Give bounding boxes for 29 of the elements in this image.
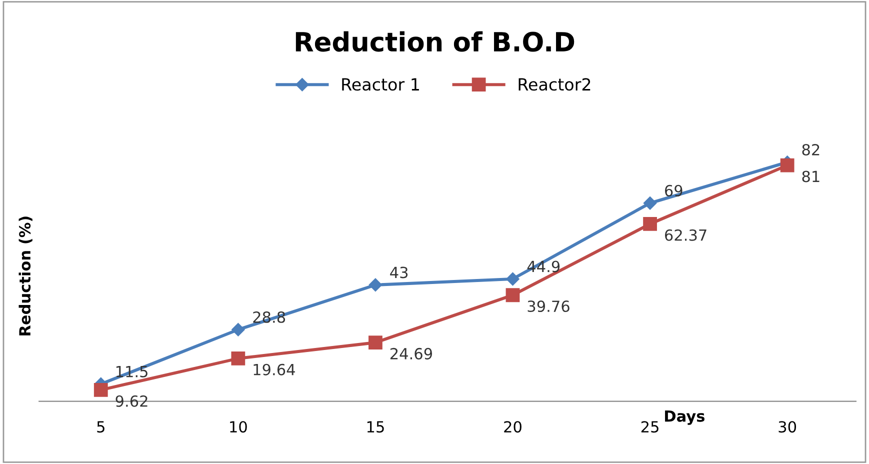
- data-label: 43: [390, 266, 408, 278]
- point: [643, 217, 657, 231]
- legend-label: Reactor 1: [342, 78, 419, 91]
- x-tick-label: 30: [778, 421, 796, 433]
- point: [232, 323, 245, 336]
- chart-title: Reduction of B.O.D: [296, 31, 574, 52]
- data-label: 62.37: [664, 229, 706, 241]
- data-label: 19.64: [254, 364, 295, 376]
- data-label: 24.69: [390, 348, 432, 360]
- y-axis-title: Reduction (%): [18, 216, 32, 336]
- point: [368, 278, 382, 292]
- point: [94, 383, 108, 397]
- x-tick-label: 25: [641, 421, 658, 433]
- x-tick-label: 15: [367, 421, 384, 433]
- data-label: 81: [802, 170, 820, 182]
- point: [231, 351, 246, 366]
- data-label: 39.76: [528, 300, 570, 312]
- point: [780, 158, 794, 172]
- point: [368, 336, 382, 350]
- point: [643, 196, 657, 210]
- point: [506, 288, 520, 302]
- x-tick-label: 5: [97, 421, 104, 433]
- x-tick-label: 20: [504, 421, 522, 433]
- data-label: 82: [802, 144, 820, 156]
- x-axis-title: Days: [665, 410, 704, 425]
- data-label: 69: [664, 184, 682, 196]
- point: [506, 272, 520, 286]
- x-tick-label: 10: [230, 421, 247, 433]
- legend-label: Reactor2: [518, 78, 590, 91]
